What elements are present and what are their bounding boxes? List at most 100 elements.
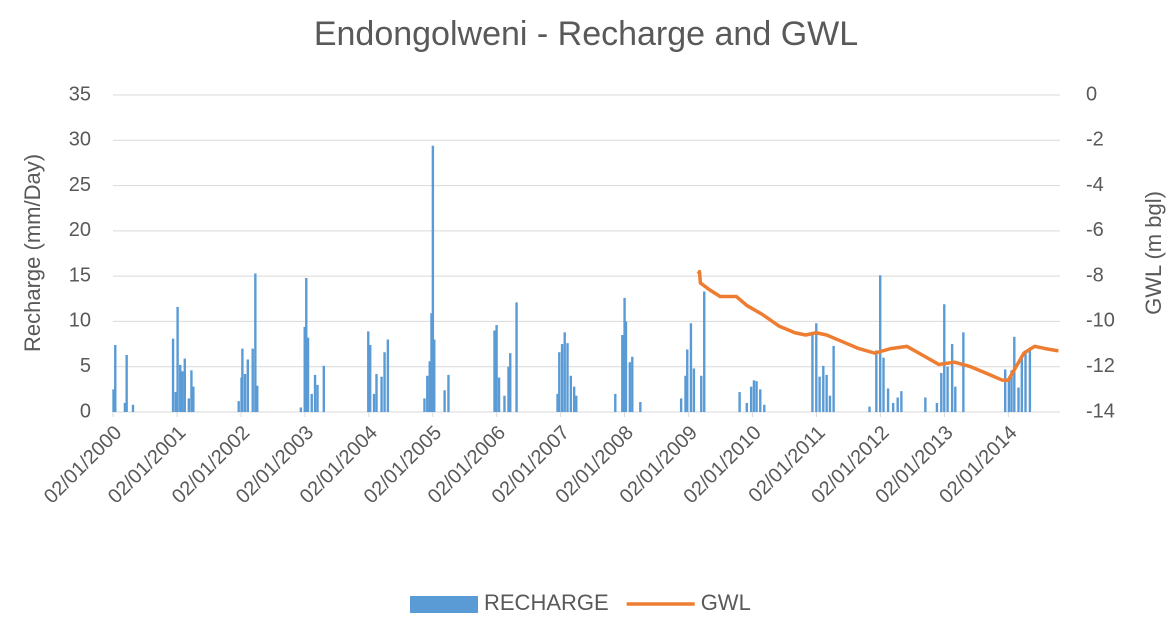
bar	[1024, 350, 1027, 412]
y2-tick-label: -14	[1086, 400, 1115, 422]
bar	[299, 407, 303, 412]
bar	[624, 321, 628, 412]
bar	[254, 273, 257, 412]
bar	[755, 381, 758, 412]
bar	[614, 393, 617, 412]
bar	[1017, 387, 1020, 412]
bar	[380, 376, 383, 412]
bar	[386, 339, 390, 412]
y-tick-label: 35	[69, 83, 91, 105]
bar	[383, 352, 386, 412]
bar	[575, 395, 578, 412]
y2-tick-label: -6	[1086, 219, 1104, 241]
bar	[946, 366, 949, 412]
bar	[752, 380, 756, 412]
bar	[256, 385, 259, 412]
bar	[305, 277, 308, 412]
y-tick-label: 25	[69, 174, 91, 196]
bar	[368, 344, 372, 412]
bar	[1020, 358, 1024, 412]
bar	[569, 375, 573, 412]
bar	[112, 389, 115, 412]
y2-tick-label: -8	[1086, 264, 1104, 286]
bar	[507, 366, 510, 412]
bar	[303, 326, 306, 412]
bar	[246, 359, 250, 412]
bar	[556, 393, 559, 412]
legend-label: GWL	[701, 590, 751, 615]
bar	[243, 373, 247, 412]
bar	[375, 373, 378, 412]
bar	[114, 344, 117, 412]
bar	[896, 397, 899, 412]
bar	[1010, 370, 1013, 412]
bar	[686, 349, 689, 412]
bar	[935, 402, 939, 412]
bar	[560, 344, 564, 412]
bar	[306, 337, 310, 412]
y-tick-label: 30	[69, 129, 91, 151]
bar	[940, 373, 943, 412]
bar	[493, 330, 496, 412]
bar	[503, 395, 506, 412]
bar	[815, 323, 818, 412]
bar	[628, 362, 632, 412]
bar	[623, 297, 626, 412]
bar	[886, 388, 890, 412]
bar	[1028, 347, 1032, 412]
bar	[1007, 380, 1011, 412]
line	[696, 269, 1059, 383]
bar	[251, 348, 254, 412]
bar	[509, 353, 512, 412]
bar	[868, 406, 871, 412]
bar	[174, 392, 177, 412]
bar	[679, 398, 683, 412]
bar	[125, 354, 128, 412]
bar	[700, 375, 703, 412]
bar	[367, 331, 370, 412]
bar	[703, 291, 706, 412]
bar	[558, 352, 561, 412]
y2-tick-label: -2	[1086, 129, 1104, 151]
y2-axis-label: GWL (m bgl)	[1141, 191, 1166, 315]
bar	[423, 398, 426, 412]
bar	[176, 306, 179, 412]
bar	[428, 361, 431, 412]
bar	[631, 356, 634, 412]
bar	[745, 402, 748, 412]
bar	[171, 338, 175, 412]
bar	[566, 343, 569, 412]
bar	[183, 358, 186, 412]
bar	[822, 365, 825, 412]
bar	[891, 402, 895, 412]
bar	[123, 402, 127, 412]
y-tick-label: 0	[80, 400, 91, 422]
bar	[818, 376, 821, 412]
bar	[811, 332, 814, 412]
bar	[192, 386, 195, 412]
bar	[447, 374, 450, 412]
bar	[190, 370, 193, 412]
y-tick-label: 15	[69, 264, 91, 286]
bar	[310, 393, 313, 412]
y2-tick-label: -10	[1086, 310, 1115, 332]
y-tick-label: 10	[69, 310, 91, 332]
bar	[426, 375, 429, 412]
y-tick-label: 5	[80, 355, 91, 377]
bar	[639, 402, 642, 412]
bar	[924, 397, 927, 412]
bar	[187, 398, 191, 412]
bar	[316, 384, 319, 412]
bar	[179, 364, 182, 412]
bar	[692, 368, 696, 412]
bar	[181, 371, 184, 412]
bar	[621, 335, 624, 412]
bar	[878, 275, 882, 412]
bar	[433, 339, 436, 412]
bar	[131, 404, 135, 412]
bar	[313, 374, 317, 412]
bar	[515, 302, 518, 412]
bar	[828, 395, 832, 412]
bar	[322, 365, 325, 412]
bar	[832, 345, 835, 412]
